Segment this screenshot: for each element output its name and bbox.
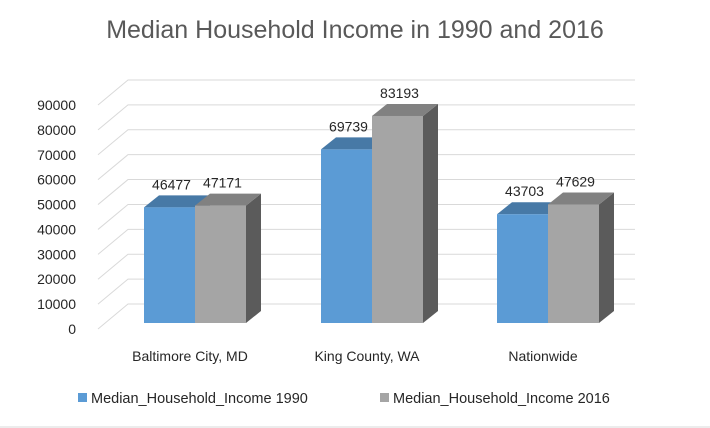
y-axis-ticks: 0 10000 20000 30000 40000 50000 60000 70000 8000… bbox=[37, 97, 76, 337]
bar-top bbox=[195, 193, 261, 206]
bar-0-1 bbox=[195, 193, 261, 323]
bar-side bbox=[246, 193, 261, 323]
legend-swatch bbox=[380, 393, 389, 402]
data-label: 46477 bbox=[152, 176, 191, 192]
legend: Median_Household_Income 1990 Median_House… bbox=[78, 391, 610, 407]
bar-front bbox=[321, 149, 372, 323]
gridline bbox=[97, 228, 635, 255]
bar-top bbox=[548, 192, 614, 205]
bar-front bbox=[144, 207, 195, 323]
x-category-label: King County, WA bbox=[314, 348, 420, 364]
gridline bbox=[97, 253, 635, 280]
bar-top bbox=[144, 195, 210, 208]
gridline bbox=[97, 154, 635, 181]
bar-front bbox=[372, 115, 423, 323]
bar-top bbox=[321, 137, 387, 150]
data-labels: 46477 47171 69739 83193 43703 47629 bbox=[152, 85, 595, 199]
bar-top bbox=[372, 103, 438, 116]
legend-item: Median_Household_Income 2016 bbox=[380, 391, 610, 407]
x-category-label: Nationwide bbox=[508, 348, 577, 364]
bar-side bbox=[599, 192, 614, 323]
legend-label: Median_Household_Income 2016 bbox=[393, 391, 610, 407]
y-tick-label: 70000 bbox=[37, 147, 76, 163]
gridline bbox=[97, 79, 635, 106]
y-tick-label: 30000 bbox=[37, 246, 76, 262]
y-tick-label: 0 bbox=[68, 321, 76, 337]
bar-front bbox=[548, 204, 599, 323]
gridline bbox=[97, 203, 635, 230]
data-label: 43703 bbox=[505, 183, 544, 199]
bar-2-1 bbox=[548, 192, 614, 323]
legend-swatch bbox=[78, 393, 87, 402]
bar-side bbox=[423, 103, 438, 323]
bars bbox=[144, 103, 614, 323]
y-tick-label: 80000 bbox=[37, 122, 76, 138]
gridline bbox=[97, 104, 635, 131]
gridline bbox=[97, 303, 635, 330]
y-tick-label: 40000 bbox=[37, 221, 76, 237]
y-tick-label: 20000 bbox=[37, 271, 76, 287]
gridline bbox=[97, 129, 635, 156]
y-tick-label: 10000 bbox=[37, 296, 76, 312]
gridline bbox=[97, 179, 635, 205]
data-label: 47171 bbox=[203, 175, 242, 191]
data-label: 83193 bbox=[380, 85, 419, 101]
bar-front bbox=[195, 205, 246, 323]
gridlines bbox=[97, 79, 635, 330]
data-label: 69739 bbox=[329, 118, 368, 134]
chart-title: Median Household Income in 1990 and 2016 bbox=[106, 16, 604, 44]
bar-top bbox=[497, 202, 563, 215]
bar-front bbox=[497, 214, 548, 323]
legend-label: Median_Household_Income 1990 bbox=[91, 391, 308, 407]
x-category-label: Baltimore City, MD bbox=[132, 348, 248, 364]
legend-item: Median_Household_Income 1990 bbox=[78, 391, 308, 407]
bar-1-1 bbox=[372, 103, 438, 323]
gridline bbox=[97, 278, 635, 305]
y-tick-label: 60000 bbox=[37, 172, 76, 188]
y-tick-label: 50000 bbox=[37, 197, 76, 213]
y-tick-label: 90000 bbox=[37, 97, 76, 113]
data-label: 47629 bbox=[556, 173, 595, 189]
x-axis-categories: Baltimore City, MD King County, WA Nationw… bbox=[132, 348, 578, 364]
